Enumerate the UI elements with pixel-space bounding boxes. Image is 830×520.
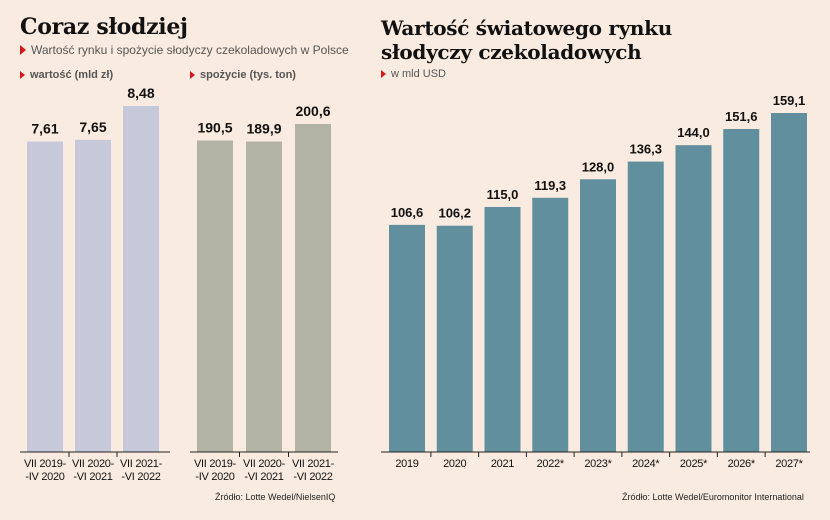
global-category-label: 2023*	[584, 458, 612, 470]
right-chart-source: Źródło: Lotte Wedel/Euromonitor Internat…	[622, 492, 804, 502]
consumption-series-label-text: spożycie (tys. ton)	[200, 69, 296, 81]
right-chart-unit: w mld USD	[381, 68, 446, 80]
left-chart-source: Źródło: Lotte Wedel/NielsenIQ	[215, 492, 336, 502]
global-category-label: 2025*	[680, 458, 708, 470]
global-value-label: 128,0	[582, 159, 615, 174]
value-series-label: wartość (mld zł)	[20, 69, 113, 81]
global-value-label: 106,2	[438, 206, 471, 221]
value-category-label: VII 2021-	[120, 458, 163, 470]
value-bar	[27, 141, 63, 453]
consumption-value-label: 189,9	[246, 120, 281, 136]
value-bar	[75, 139, 111, 452]
global-value-label: 106,6	[391, 205, 424, 220]
global-category-label: 2022*	[537, 458, 565, 470]
global-bar	[580, 179, 616, 452]
value-category-label: VII 2020-	[72, 458, 115, 470]
global-value-label: 115,0	[487, 187, 519, 202]
global-bar	[723, 128, 760, 452]
consumption-value-label: 200,6	[295, 103, 330, 119]
value-category-label: VII 2019-	[24, 458, 67, 470]
consumption-value-label: 190,5	[197, 120, 232, 136]
consumption-series-label: spożycie (tys. ton)	[190, 69, 296, 81]
value-category-label: -IV 2020	[25, 471, 64, 483]
left-subtitle-text: Wartość rynku i spożycie słodyczy czekol…	[31, 43, 349, 57]
consumption-category-label: -VI 2021	[244, 471, 283, 483]
red-triangle-icon	[20, 71, 25, 79]
value-value-label: 7,65	[79, 119, 106, 135]
consumption-category-label: -VI 2022	[293, 471, 332, 483]
value-bar	[123, 106, 159, 452]
global-category-label: 2027*	[775, 458, 803, 470]
consumption-category-label: VII 2019-	[194, 458, 237, 470]
value-value-label: 8,48	[127, 85, 154, 101]
left-chart-subtitle: Wartość rynku i spożycie słodyczy czekol…	[20, 43, 349, 57]
global-category-label: 2026*	[728, 458, 756, 470]
consumption-bar	[197, 140, 233, 452]
global-bar	[627, 161, 664, 453]
global-bar	[389, 224, 425, 452]
right-unit-text: w mld USD	[391, 68, 447, 80]
global-value-label: 159,1	[773, 93, 806, 108]
global-bar	[436, 225, 473, 452]
right-chart-title: Wartość światowego rynku słodyczy czekol…	[381, 16, 672, 64]
consumption-category-label: -IV 2020	[195, 471, 234, 483]
left-chart-title: Coraz słodziej	[20, 14, 188, 40]
consumption-category-label: VII 2020-	[243, 458, 286, 470]
value-category-label: -VI 2021	[73, 471, 112, 483]
global-bar	[484, 206, 521, 452]
consumption-category-label: VII 2021-	[292, 458, 335, 470]
global-bar	[771, 113, 807, 452]
red-triangle-icon	[20, 45, 26, 55]
global-value-label: 144,0	[677, 125, 710, 140]
global-value-label: 136,3	[629, 142, 662, 157]
global-bar	[675, 145, 712, 452]
consumption-bar	[295, 124, 331, 452]
global-value-label: 151,6	[725, 109, 758, 124]
global-category-label: 2019	[395, 458, 418, 470]
global-category-label: 2020	[443, 458, 466, 470]
global-value-label: 119,3	[534, 178, 566, 193]
value-series-label-text: wartość (mld zł)	[30, 69, 114, 81]
consumption-bar	[246, 141, 282, 452]
global-category-label: 2021	[491, 458, 514, 470]
value-category-label: -VI 2022	[121, 471, 160, 483]
red-triangle-icon	[381, 70, 386, 78]
global-category-label: 2024*	[632, 458, 660, 470]
global-bar	[532, 197, 569, 452]
value-value-label: 7,61	[31, 120, 58, 136]
red-triangle-icon	[190, 71, 195, 79]
